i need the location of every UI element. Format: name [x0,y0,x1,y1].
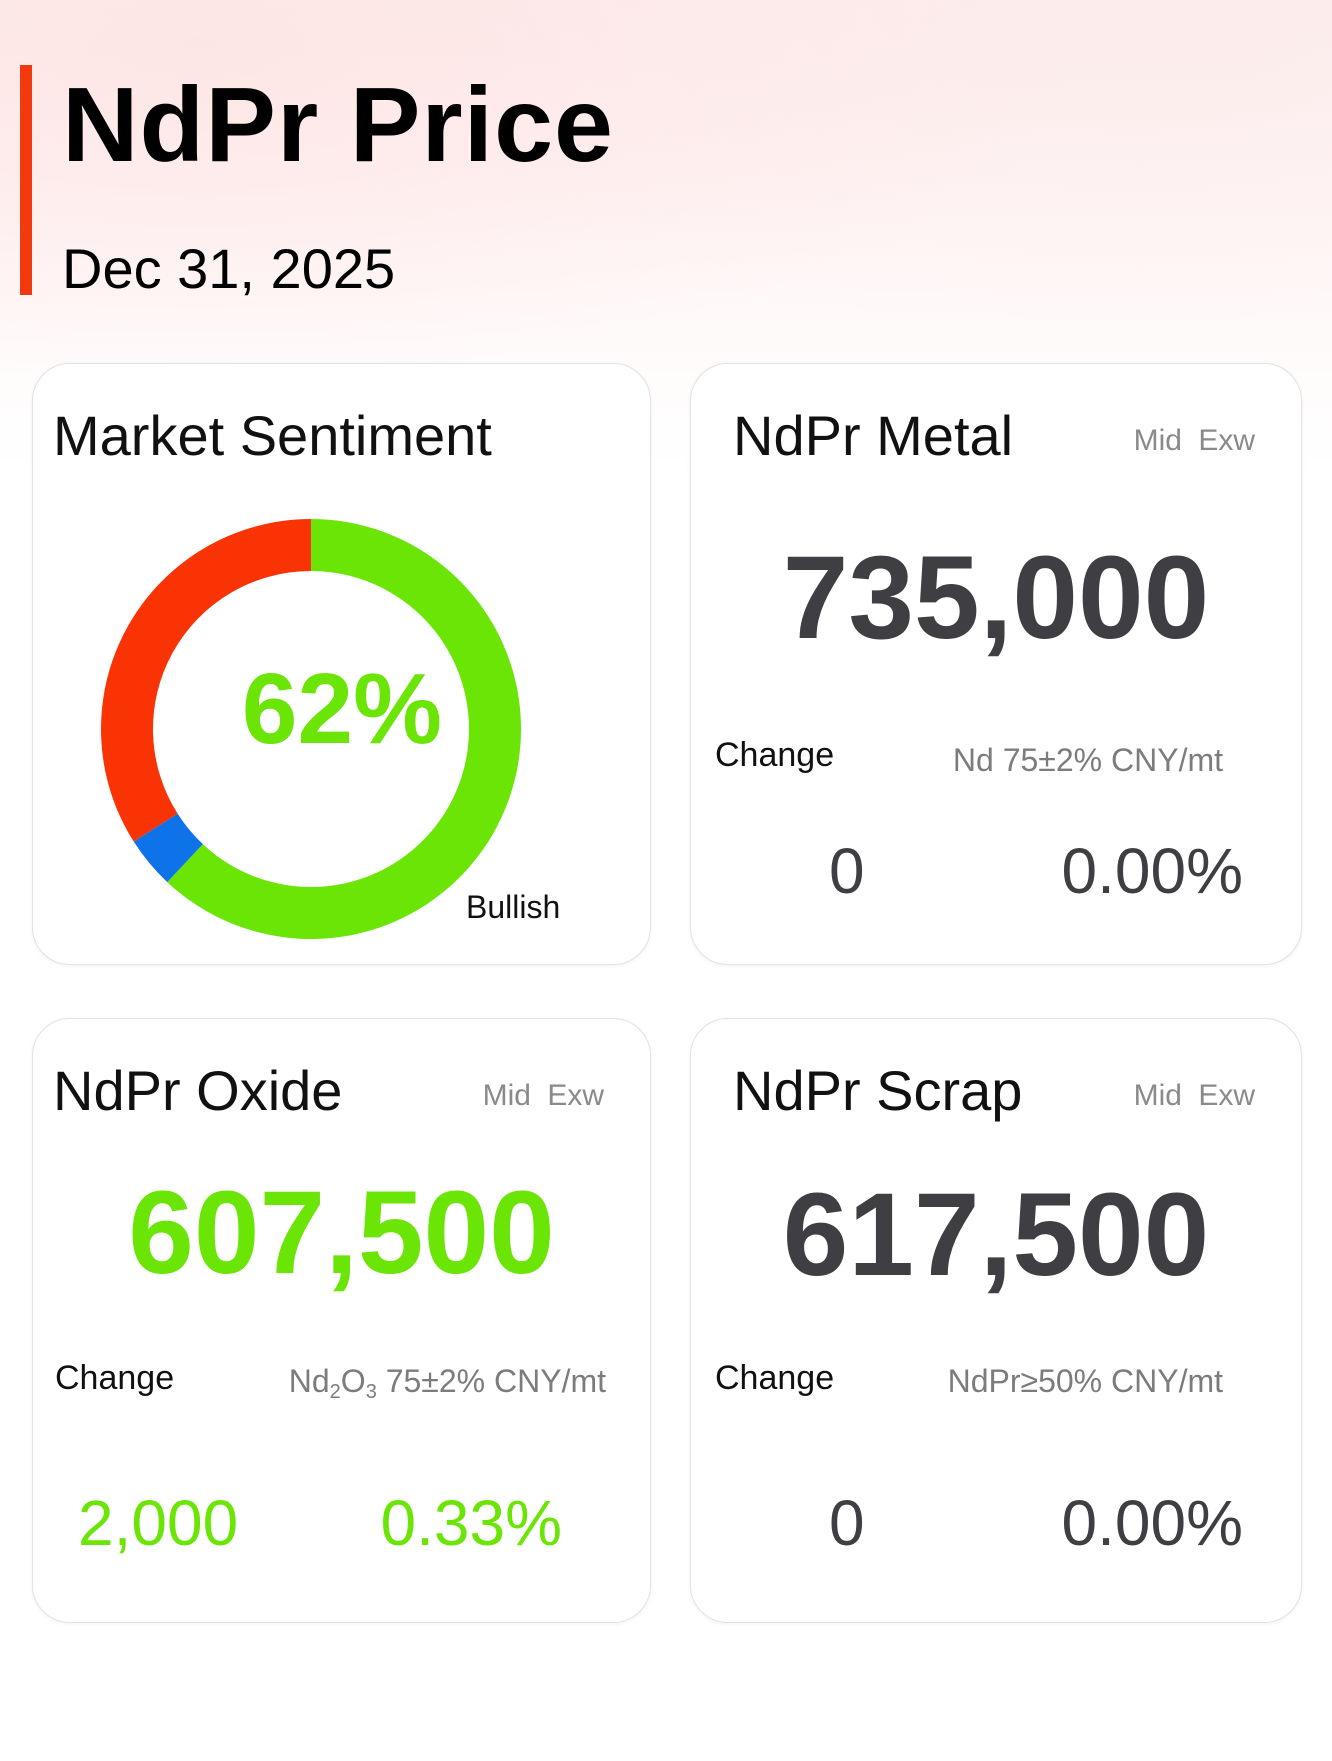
oxide-change-pct: 0.33% [380,1487,562,1559]
scrap-price: 617,500 [782,1169,1210,1301]
metal-title: NdPr Metal [733,404,1014,467]
metal-change-pct: 0.00% [1061,835,1243,907]
title-accent-bar [20,65,32,295]
page-date: Dec 31, 2025 [62,237,396,300]
oxide-title: NdPr Oxide [53,1059,343,1122]
sentiment-percent: 62% [241,653,443,765]
scrap-title: NdPr Scrap [733,1059,1023,1122]
scrap-spec: NdPr≥50% CNY/mt [947,1363,1223,1399]
metal-mid-exw: Mid Exw [1133,424,1255,457]
scrap-change-pct: 0.00% [1061,1487,1243,1559]
donut-slice-2 [101,519,311,842]
metal-spec: Nd 75±2% CNY/mt [952,742,1223,778]
metal-change-abs: 0 [829,835,865,907]
metal-change-label: Change [715,736,835,774]
oxide-change-abs: 2,000 [78,1487,239,1559]
oxide-mid-exw: Mid Exw [482,1079,604,1112]
ndpr-scrap-card: NdPr Scrap Mid Exw 617,500 Change NdPr≥5… [690,1018,1302,1623]
scrap-change-label: Change [715,1359,835,1397]
sentiment-title: Market Sentiment [53,404,492,467]
ndpr-metal-card: NdPr Metal Mid Exw 735,000 Change Nd 75±… [690,363,1302,965]
donut-slice-0 [167,519,521,939]
metal-price: 735,000 [782,532,1210,664]
scrap-change-abs: 0 [829,1487,865,1559]
oxide-price: 607,500 [128,1167,555,1299]
oxide-spec: Nd2O3 75±2% CNY/mt [288,1363,606,1403]
ndpr-oxide-card: NdPr Oxide Mid Exw 607,500 Change Nd2O3 … [32,1018,651,1623]
page-title: NdPr Price [62,66,615,184]
oxide-change-label: Change [55,1359,175,1397]
scrap-mid-exw: Mid Exw [1133,1079,1255,1112]
sentiment-donut-chart [101,519,521,939]
donut-slice-1 [133,813,203,883]
market-sentiment-card: Market Sentiment 62% Bullish [32,363,651,965]
sentiment-caption: Bullish [466,889,561,925]
